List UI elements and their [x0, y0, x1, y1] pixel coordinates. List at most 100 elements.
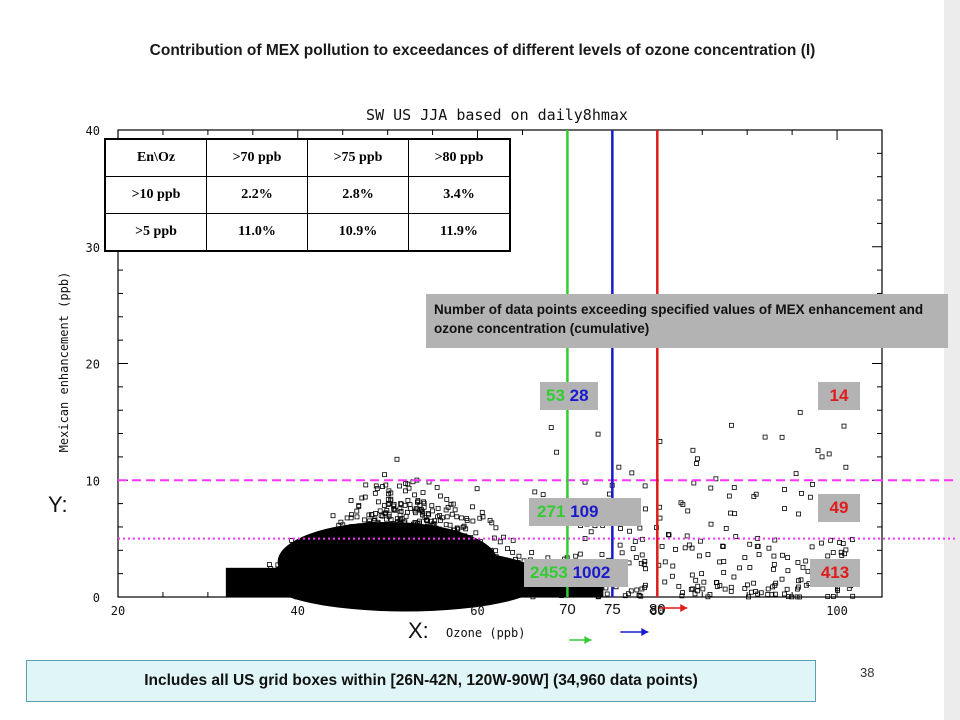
scatter-point	[463, 576, 468, 582]
scatter-point	[328, 549, 334, 555]
y-tick-label: 10	[86, 474, 100, 488]
scatter-point	[376, 582, 382, 588]
scatter-point	[420, 490, 426, 496]
scatter-point	[365, 572, 370, 578]
scatter-point	[633, 555, 639, 560]
scatter-point	[344, 515, 350, 521]
scatter-point	[554, 449, 559, 455]
scatter-point	[429, 575, 435, 581]
scatter-point	[421, 499, 426, 505]
scatter-point	[343, 551, 349, 557]
scatter-point	[392, 567, 398, 572]
scatter-point	[432, 521, 438, 527]
scatter-point	[690, 586, 696, 592]
scatter-point	[636, 593, 642, 599]
scatter-point	[507, 574, 513, 579]
scatter-point	[303, 574, 308, 579]
scatter-point	[434, 537, 439, 543]
scatter-point	[449, 557, 455, 562]
scatter-point	[473, 572, 479, 577]
scatter-point	[480, 579, 486, 584]
scatter-point	[473, 569, 478, 574]
scatter-point	[731, 574, 737, 580]
scatter-point	[298, 589, 304, 595]
scatter-point	[405, 589, 411, 594]
table-cell: 2.8%	[307, 176, 409, 214]
scatter-point	[432, 518, 438, 524]
scatter-point	[372, 516, 378, 522]
scatter-point	[449, 587, 454, 593]
scatter-point	[475, 553, 481, 558]
scatter-point	[374, 486, 380, 491]
scatter-point	[391, 553, 396, 559]
scatter-point	[440, 570, 445, 576]
scatter-point	[312, 589, 317, 594]
scatter-point	[826, 451, 832, 457]
scatter-point	[340, 522, 346, 528]
scatter-point	[476, 568, 481, 573]
scatter-point	[350, 543, 356, 549]
scatter-point	[772, 591, 778, 597]
scatter-point	[728, 584, 734, 590]
scatter-point	[415, 573, 421, 578]
scatter-point	[478, 539, 483, 545]
scatter-point	[402, 502, 408, 508]
scatter-point	[356, 523, 362, 529]
scatter-point	[452, 530, 457, 535]
scatter-point	[390, 586, 396, 592]
scatter-point	[362, 543, 368, 548]
count-red: 14	[829, 386, 849, 405]
scatter-point	[403, 481, 409, 486]
scatter-point	[431, 583, 437, 589]
scatter-point	[540, 492, 546, 498]
scatter-point	[495, 559, 501, 565]
scatter-point	[398, 570, 404, 576]
scatter-point	[298, 555, 304, 561]
scatter-point	[240, 577, 246, 582]
scatter-point	[381, 556, 387, 562]
scatter-point	[507, 586, 513, 592]
scatter-point	[498, 586, 504, 592]
scatter-point	[643, 582, 648, 588]
scatter-point	[379, 548, 384, 554]
scatter-point	[381, 570, 387, 576]
scatter-point	[277, 577, 282, 583]
scatter-point	[417, 518, 422, 524]
scatter-point	[465, 571, 471, 576]
scatter-point	[386, 500, 392, 506]
scatter-point	[619, 550, 625, 556]
scatter-point	[384, 508, 390, 513]
scatter-point	[728, 510, 733, 516]
scatter-point	[369, 512, 374, 517]
scatter-point	[529, 550, 535, 555]
scatter-point	[459, 515, 464, 521]
scatter-point	[475, 579, 481, 585]
scatter-point	[278, 580, 284, 586]
scatter-point	[470, 539, 475, 544]
scatter-point	[617, 542, 623, 548]
scatter-point	[436, 546, 442, 552]
scatter-point	[380, 484, 385, 489]
count-box-red: 413	[810, 559, 860, 587]
scatter-point	[546, 589, 552, 595]
scatter-point	[459, 547, 465, 553]
scatter-point	[374, 560, 380, 566]
scatter-point	[317, 565, 322, 571]
scatter-point	[347, 537, 353, 543]
scatter-point	[397, 547, 403, 553]
scatter-point	[383, 581, 389, 587]
scatter-point	[670, 563, 676, 569]
scatter-point	[639, 586, 645, 592]
scatter-point	[425, 511, 431, 516]
scatter-point	[343, 571, 349, 577]
scatter-point	[629, 470, 635, 476]
scatter-point	[358, 567, 364, 573]
scatter-point	[799, 490, 804, 496]
scatter-point	[308, 561, 314, 567]
scatter-point	[676, 583, 682, 589]
scatter-point	[292, 557, 298, 563]
scatter-point	[373, 537, 379, 543]
scatter-point	[298, 567, 304, 573]
scatter-point	[780, 552, 785, 558]
scatter-point	[292, 543, 298, 548]
